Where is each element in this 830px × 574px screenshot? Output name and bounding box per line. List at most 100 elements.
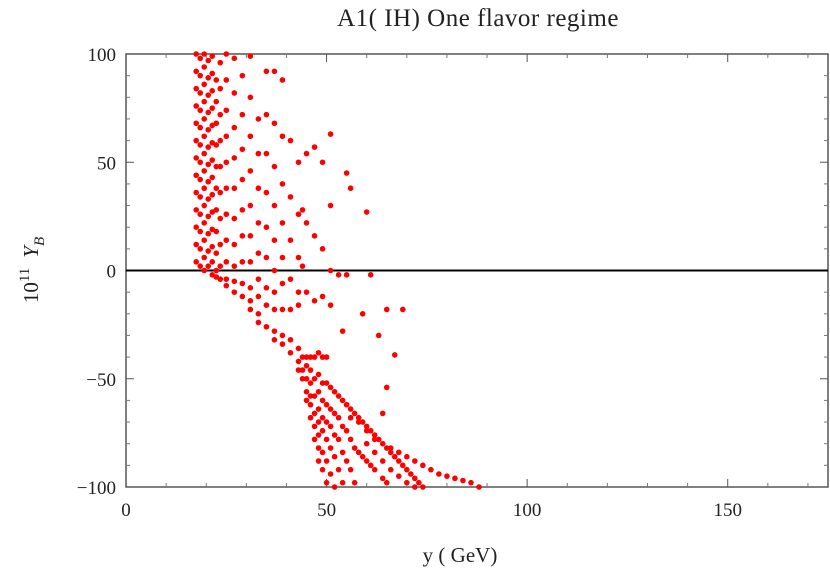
data-point bbox=[231, 278, 238, 285]
data-point bbox=[319, 293, 326, 300]
data-point bbox=[303, 289, 310, 295]
data-point bbox=[315, 371, 322, 378]
data-point bbox=[436, 471, 442, 477]
data-point bbox=[223, 133, 230, 140]
data-point bbox=[247, 133, 254, 140]
data-point bbox=[408, 471, 414, 477]
data-point bbox=[315, 388, 322, 395]
data-point bbox=[193, 224, 199, 230]
data-point bbox=[307, 354, 314, 360]
data-point bbox=[339, 397, 346, 404]
data-point bbox=[213, 120, 220, 127]
data-point bbox=[315, 419, 322, 425]
data-point bbox=[319, 246, 326, 252]
data-point bbox=[201, 202, 208, 209]
data-point bbox=[213, 267, 220, 274]
data-point bbox=[343, 401, 350, 408]
data-point bbox=[355, 419, 362, 425]
data-point bbox=[287, 306, 294, 313]
data-point bbox=[404, 479, 410, 486]
data-point bbox=[323, 354, 330, 360]
data-point bbox=[223, 237, 230, 243]
data-point bbox=[331, 410, 338, 417]
y-axis-title-exp: 11 bbox=[17, 268, 33, 282]
data-point bbox=[247, 53, 254, 59]
data-point bbox=[217, 59, 224, 66]
data-point bbox=[307, 367, 314, 373]
data-point bbox=[197, 142, 204, 148]
data-point bbox=[193, 68, 199, 75]
data-point bbox=[315, 406, 322, 412]
data-point bbox=[213, 77, 220, 83]
data-point bbox=[255, 250, 262, 256]
data-point bbox=[197, 246, 204, 252]
data-point bbox=[193, 172, 199, 179]
data-point bbox=[395, 458, 402, 464]
data-point bbox=[279, 77, 286, 83]
data-point bbox=[197, 159, 204, 166]
data-point bbox=[239, 72, 246, 79]
data-point bbox=[379, 458, 386, 464]
data-point bbox=[399, 306, 406, 313]
data-point bbox=[205, 178, 212, 185]
data-point bbox=[213, 228, 220, 235]
data-point bbox=[223, 211, 230, 218]
data-point bbox=[315, 432, 322, 438]
data-point bbox=[209, 157, 216, 163]
data-point bbox=[193, 155, 199, 161]
data-point bbox=[355, 449, 362, 456]
data-point bbox=[319, 414, 326, 421]
y-axis-title-sub: B bbox=[32, 237, 48, 246]
svg-text:1011YB: 1011 YB bbox=[17, 237, 48, 303]
data-point bbox=[239, 176, 246, 183]
data-point bbox=[387, 445, 394, 451]
data-point bbox=[255, 319, 262, 326]
data-point bbox=[303, 397, 310, 404]
data-point bbox=[217, 241, 224, 248]
data-point bbox=[271, 336, 278, 343]
data-point bbox=[460, 477, 466, 484]
data-point bbox=[343, 170, 350, 176]
data-point bbox=[255, 116, 262, 122]
data-point bbox=[383, 445, 390, 451]
data-point bbox=[323, 401, 330, 408]
data-point bbox=[311, 423, 318, 430]
data-point bbox=[197, 194, 204, 200]
data-point bbox=[404, 466, 410, 473]
y-tick-label: 50 bbox=[97, 153, 116, 174]
data-point bbox=[231, 241, 238, 248]
x-tick-label: 50 bbox=[317, 500, 336, 521]
y-axis-title-base: 10 bbox=[19, 282, 43, 303]
data-point bbox=[239, 280, 246, 287]
data-point bbox=[193, 137, 199, 144]
data-point bbox=[205, 75, 212, 81]
data-point bbox=[319, 427, 326, 434]
data-point bbox=[193, 189, 199, 196]
data-point bbox=[223, 259, 230, 265]
data-point bbox=[299, 354, 306, 360]
data-point bbox=[217, 85, 224, 92]
data-point bbox=[209, 105, 216, 111]
data-point bbox=[205, 161, 212, 168]
data-point bbox=[271, 289, 278, 295]
data-point bbox=[205, 230, 212, 237]
data-point bbox=[359, 453, 366, 460]
data-point bbox=[213, 98, 220, 105]
data-point bbox=[263, 224, 270, 230]
data-point bbox=[315, 349, 322, 356]
data-point bbox=[303, 362, 310, 369]
data-point bbox=[271, 120, 278, 127]
data-point bbox=[231, 263, 238, 269]
data-point bbox=[343, 272, 350, 278]
data-point bbox=[279, 181, 286, 187]
data-point bbox=[315, 445, 322, 451]
data-point bbox=[271, 68, 278, 75]
data-point bbox=[271, 202, 278, 209]
data-point bbox=[223, 51, 230, 57]
data-point bbox=[201, 116, 208, 122]
data-point bbox=[359, 311, 366, 317]
data-point bbox=[247, 233, 254, 239]
data-point bbox=[197, 228, 204, 235]
axis-tick-labels: 0 50 100 150 −100 −50 0 50 100 bbox=[77, 45, 742, 521]
data-point bbox=[327, 302, 334, 308]
